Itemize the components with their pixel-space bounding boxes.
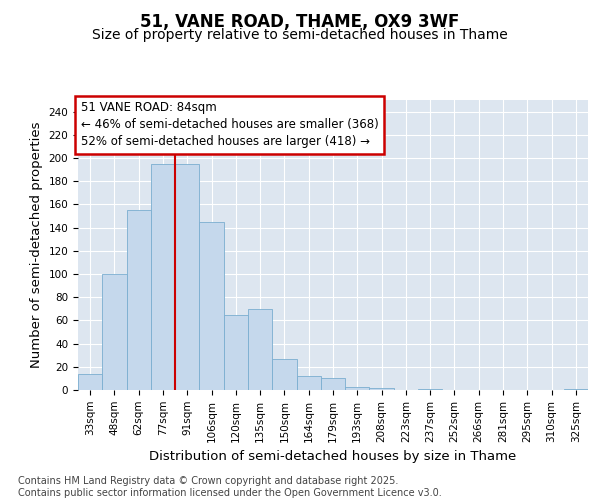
X-axis label: Distribution of semi-detached houses by size in Thame: Distribution of semi-detached houses by … — [149, 450, 517, 463]
Bar — [370, 388, 394, 390]
Bar — [102, 274, 127, 390]
Bar — [199, 222, 224, 390]
Text: 51 VANE ROAD: 84sqm
← 46% of semi-detached houses are smaller (368)
52% of semi-: 51 VANE ROAD: 84sqm ← 46% of semi-detach… — [80, 102, 379, 148]
Bar — [321, 378, 345, 390]
Text: Size of property relative to semi-detached houses in Thame: Size of property relative to semi-detach… — [92, 28, 508, 42]
Bar — [418, 389, 442, 390]
Text: 51, VANE ROAD, THAME, OX9 3WF: 51, VANE ROAD, THAME, OX9 3WF — [140, 12, 460, 30]
Y-axis label: Number of semi-detached properties: Number of semi-detached properties — [30, 122, 43, 368]
Bar — [564, 389, 588, 390]
Bar — [151, 164, 175, 390]
Bar — [345, 386, 370, 390]
Bar — [272, 358, 296, 390]
Bar — [175, 164, 199, 390]
Text: Contains HM Land Registry data © Crown copyright and database right 2025.
Contai: Contains HM Land Registry data © Crown c… — [18, 476, 442, 498]
Bar — [296, 376, 321, 390]
Bar — [248, 309, 272, 390]
Bar — [78, 374, 102, 390]
Bar — [224, 314, 248, 390]
Bar — [127, 210, 151, 390]
